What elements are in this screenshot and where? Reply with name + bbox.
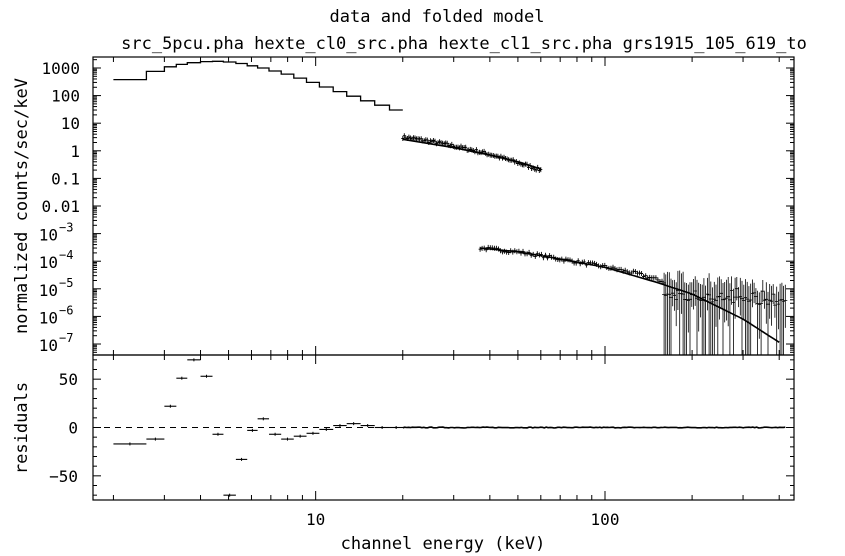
top-y-tick-label: 10	[39, 253, 58, 272]
residual-y-tick-label: 0	[68, 419, 78, 438]
series-4-data-points	[478, 244, 666, 286]
residual-points	[113, 358, 403, 497]
top-y-tick-label: 1000	[41, 59, 80, 78]
top-y-tick-label: 0.1	[51, 169, 80, 188]
top-y-tick-label: 10	[39, 226, 58, 245]
top-y-ticks	[93, 59, 794, 356]
top-y-tick-label: 10	[39, 336, 58, 355]
residual-y-ticks	[93, 359, 794, 496]
top-panel-plot	[113, 60, 788, 355]
chart-title: data and folded model	[330, 7, 545, 27]
top-y-tick-exponent: −7	[59, 331, 73, 345]
top-y-axis-label: normalized counts/sec/keV	[12, 78, 32, 334]
x-ticks	[112, 57, 780, 500]
x-tick-label: 10	[306, 510, 325, 529]
residual-y-tick-label: −50	[49, 467, 78, 486]
x-tick-label: 100	[591, 510, 620, 529]
residual-y-axis-label: residuals	[12, 382, 32, 474]
residual-trace-high-energy	[402, 426, 786, 429]
top-y-tick-label: 100	[51, 87, 80, 106]
top-y-tick-label: 10	[61, 114, 80, 133]
chart-subtitle: src_5pcu.pha hexte_cl0_src.pha hexte_cl1…	[121, 34, 807, 54]
series-3-model-line	[480, 247, 780, 343]
residual-y-tick-label: 50	[59, 370, 78, 389]
series-5-noisy-data	[662, 270, 788, 355]
residual-panel-plot	[93, 358, 794, 497]
top-y-tick-exponent: −6	[59, 303, 73, 317]
series-0-pca-step	[113, 60, 403, 111]
top-y-tick-label: 10	[39, 281, 58, 300]
top-y-tick-label: 0.01	[41, 197, 80, 216]
top-y-tick-exponent: −3	[59, 221, 73, 235]
series-2-model-line	[402, 138, 542, 170]
top-y-tick-label: 10	[39, 308, 58, 327]
x-axis-label: channel energy (keV)	[341, 534, 546, 554]
top-y-tick-exponent: −5	[59, 276, 73, 290]
top-y-tick-label: 1	[70, 142, 80, 161]
top-panel-frame	[92, 56, 795, 356]
series-1-data-points	[401, 133, 543, 173]
top-y-tick-exponent: −4	[59, 248, 73, 262]
